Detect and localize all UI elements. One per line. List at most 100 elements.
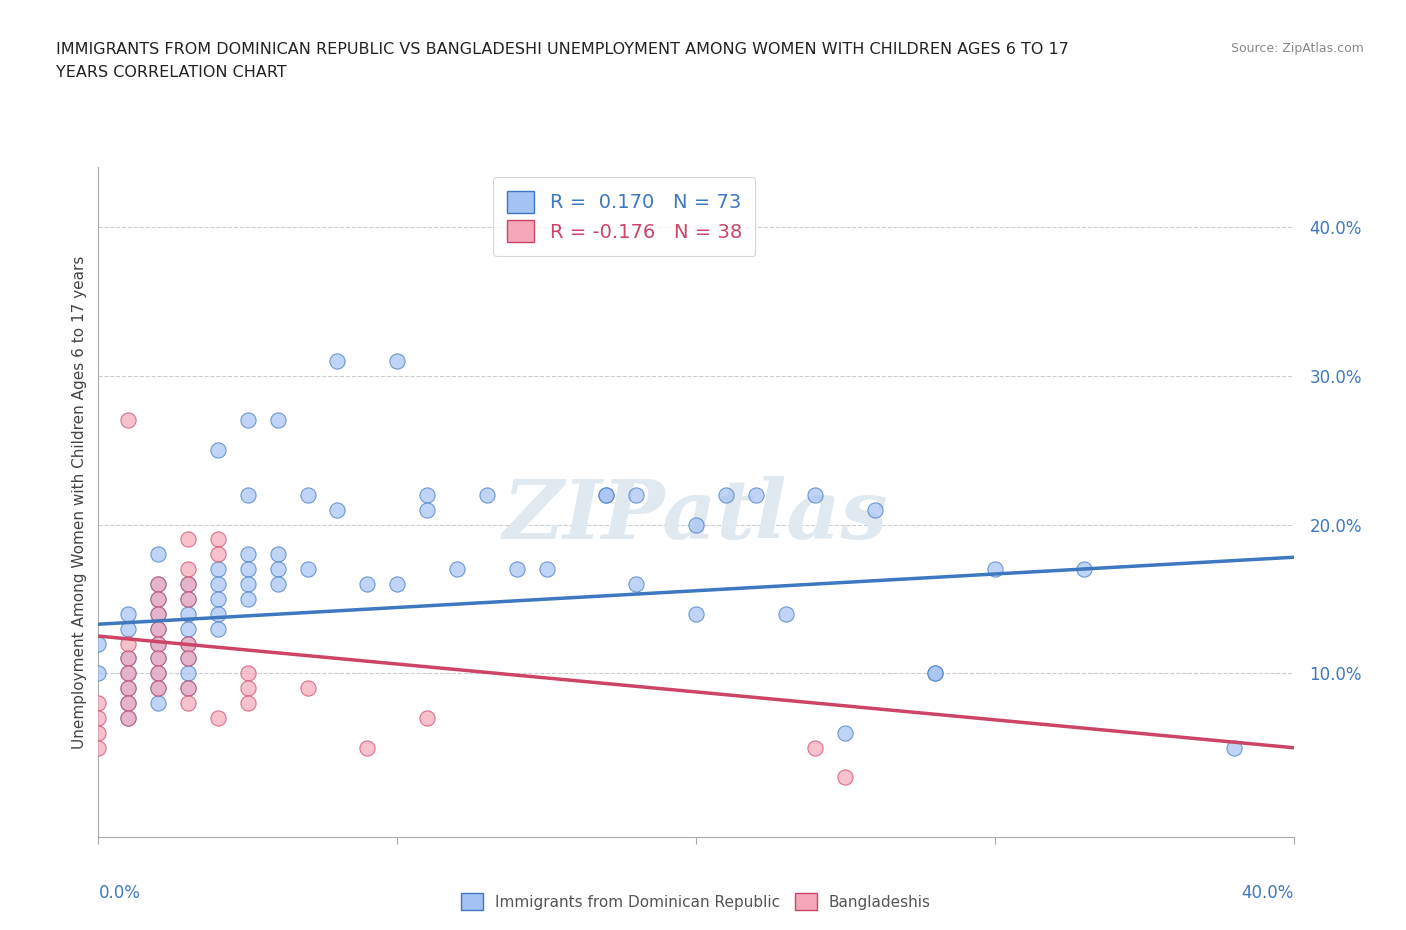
Point — [804, 740, 827, 755]
Point — [117, 696, 139, 711]
Point — [297, 487, 319, 502]
Point — [236, 577, 259, 591]
Point — [148, 636, 170, 651]
Point — [117, 651, 139, 666]
Point — [148, 591, 170, 606]
Point — [148, 666, 170, 681]
Point — [177, 532, 200, 547]
Point — [148, 636, 170, 651]
Text: 40.0%: 40.0% — [1241, 884, 1294, 901]
Y-axis label: Unemployment Among Women with Children Ages 6 to 17 years: Unemployment Among Women with Children A… — [72, 256, 87, 749]
Point — [1073, 562, 1095, 577]
Point — [207, 577, 229, 591]
Point — [236, 547, 259, 562]
Point — [177, 606, 200, 621]
Point — [385, 577, 409, 591]
Point — [177, 636, 200, 651]
Point — [148, 651, 170, 666]
Point — [87, 725, 110, 740]
Point — [236, 591, 259, 606]
Point — [148, 621, 170, 636]
Point — [356, 740, 378, 755]
Point — [177, 681, 200, 696]
Point — [117, 681, 139, 696]
Point — [177, 562, 200, 577]
Point — [983, 562, 1005, 577]
Point — [117, 681, 139, 696]
Text: YEARS CORRELATION CHART: YEARS CORRELATION CHART — [56, 65, 287, 80]
Point — [834, 770, 856, 785]
Point — [624, 577, 647, 591]
Point — [924, 666, 946, 681]
Point — [356, 577, 378, 591]
Text: IMMIGRANTS FROM DOMINICAN REPUBLIC VS BANGLADESHI UNEMPLOYMENT AMONG WOMEN WITH : IMMIGRANTS FROM DOMINICAN REPUBLIC VS BA… — [56, 42, 1069, 57]
Point — [148, 591, 170, 606]
Point — [117, 711, 139, 725]
Point — [87, 711, 110, 725]
Point — [148, 681, 170, 696]
Point — [207, 443, 229, 458]
Point — [775, 606, 797, 621]
Point — [236, 696, 259, 711]
Point — [924, 666, 946, 681]
Text: Source: ZipAtlas.com: Source: ZipAtlas.com — [1230, 42, 1364, 55]
Point — [207, 532, 229, 547]
Point — [267, 547, 290, 562]
Point — [177, 621, 200, 636]
Point — [1223, 740, 1246, 755]
Point — [148, 606, 170, 621]
Point — [117, 606, 139, 621]
Point — [267, 577, 290, 591]
Point — [177, 636, 200, 651]
Point — [326, 502, 349, 517]
Point — [87, 636, 110, 651]
Point — [267, 562, 290, 577]
Point — [207, 621, 229, 636]
Point — [385, 353, 409, 368]
Point — [297, 681, 319, 696]
Point — [207, 562, 229, 577]
Point — [177, 577, 200, 591]
Point — [236, 666, 259, 681]
Point — [148, 577, 170, 591]
Point — [685, 517, 707, 532]
Point — [177, 591, 200, 606]
Point — [177, 666, 200, 681]
Point — [207, 547, 229, 562]
Point — [536, 562, 558, 577]
Point — [685, 606, 707, 621]
Point — [236, 562, 259, 577]
Point — [148, 577, 170, 591]
Point — [326, 353, 349, 368]
Point — [595, 487, 617, 502]
Point — [475, 487, 498, 502]
Point — [416, 711, 439, 725]
Text: ZIPatlas: ZIPatlas — [503, 475, 889, 555]
Point — [804, 487, 827, 502]
Point — [236, 487, 259, 502]
Point — [87, 666, 110, 681]
Point — [595, 487, 617, 502]
Point — [117, 413, 139, 428]
Point — [865, 502, 887, 517]
Point — [267, 413, 290, 428]
Point — [148, 666, 170, 681]
Legend: Immigrants from Dominican Republic, Bangladeshis: Immigrants from Dominican Republic, Bang… — [456, 886, 936, 916]
Point — [297, 562, 319, 577]
Point — [236, 413, 259, 428]
Text: 0.0%: 0.0% — [98, 884, 141, 901]
Point — [148, 696, 170, 711]
Point — [624, 487, 647, 502]
Point — [117, 666, 139, 681]
Point — [207, 711, 229, 725]
Point — [207, 591, 229, 606]
Point — [416, 487, 439, 502]
Point — [148, 651, 170, 666]
Point — [714, 487, 737, 502]
Point — [177, 577, 200, 591]
Point — [117, 651, 139, 666]
Point — [177, 651, 200, 666]
Point — [117, 636, 139, 651]
Point — [117, 666, 139, 681]
Point — [117, 621, 139, 636]
